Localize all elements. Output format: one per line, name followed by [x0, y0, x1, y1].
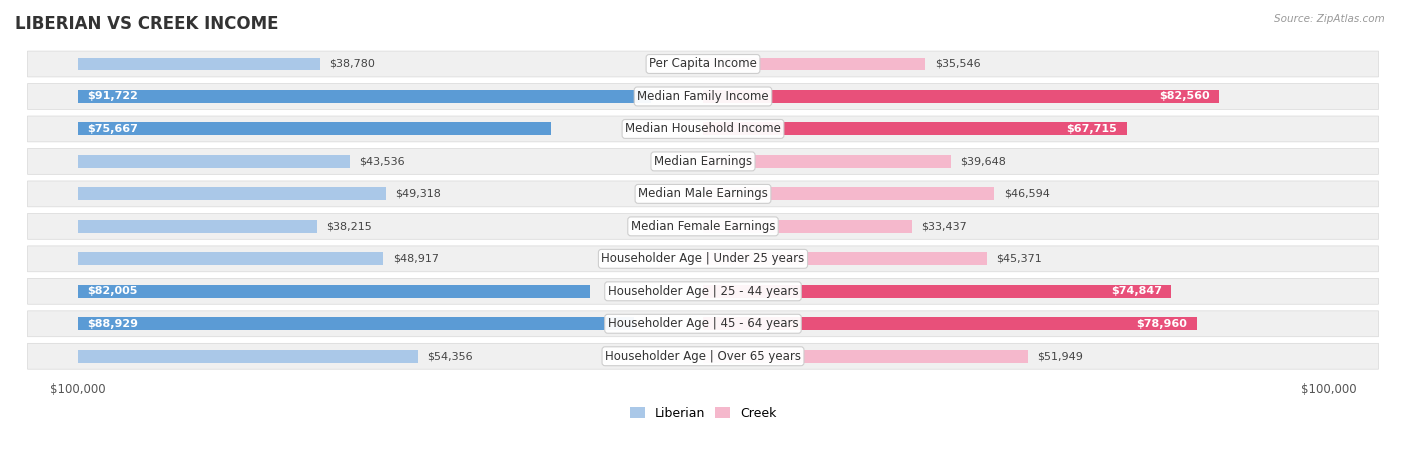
Text: Median Family Income: Median Family Income: [637, 90, 769, 103]
Text: $82,560: $82,560: [1160, 92, 1211, 101]
Bar: [703, 57, 925, 71]
Text: $67,715: $67,715: [1066, 124, 1118, 134]
FancyBboxPatch shape: [28, 278, 1378, 304]
Text: $38,215: $38,215: [326, 221, 371, 231]
Text: Median Household Income: Median Household Income: [626, 122, 780, 135]
Text: Householder Age | 45 - 64 years: Householder Age | 45 - 64 years: [607, 317, 799, 330]
Text: $43,536: $43,536: [359, 156, 405, 166]
Text: $78,960: $78,960: [1136, 319, 1188, 329]
Text: Median Female Earnings: Median Female Earnings: [631, 220, 775, 233]
Text: Median Earnings: Median Earnings: [654, 155, 752, 168]
Text: $91,722: $91,722: [87, 92, 138, 101]
Bar: [703, 350, 1028, 363]
Text: $88,929: $88,929: [87, 319, 138, 329]
Text: Householder Age | 25 - 44 years: Householder Age | 25 - 44 years: [607, 285, 799, 298]
FancyBboxPatch shape: [28, 84, 1378, 109]
FancyBboxPatch shape: [28, 149, 1378, 174]
Text: Per Capita Income: Per Capita Income: [650, 57, 756, 71]
Text: $39,648: $39,648: [960, 156, 1007, 166]
Text: Median Male Earnings: Median Male Earnings: [638, 187, 768, 200]
Bar: [77, 122, 551, 135]
Text: $33,437: $33,437: [921, 221, 967, 231]
Bar: [77, 285, 591, 298]
FancyBboxPatch shape: [28, 246, 1378, 272]
Bar: [703, 317, 1197, 330]
Text: $48,917: $48,917: [392, 254, 439, 264]
Text: LIBERIAN VS CREEK INCOME: LIBERIAN VS CREEK INCOME: [15, 15, 278, 33]
Text: $46,594: $46,594: [1004, 189, 1050, 199]
FancyBboxPatch shape: [28, 213, 1378, 239]
Text: $51,949: $51,949: [1038, 351, 1083, 361]
Text: $54,356: $54,356: [427, 351, 472, 361]
Text: $45,371: $45,371: [997, 254, 1042, 264]
Text: $35,546: $35,546: [935, 59, 980, 69]
Bar: [703, 122, 1126, 135]
Legend: Liberian, Creek: Liberian, Creek: [624, 402, 782, 425]
Text: $74,847: $74,847: [1111, 286, 1161, 296]
Bar: [703, 90, 1219, 103]
Bar: [77, 350, 418, 363]
Bar: [77, 187, 387, 200]
Text: Householder Age | Over 65 years: Householder Age | Over 65 years: [605, 350, 801, 363]
Bar: [77, 252, 384, 265]
Bar: [703, 285, 1171, 298]
Bar: [703, 187, 994, 200]
Text: $75,667: $75,667: [87, 124, 138, 134]
FancyBboxPatch shape: [28, 51, 1378, 77]
Bar: [77, 155, 350, 168]
Text: $38,780: $38,780: [329, 59, 375, 69]
Bar: [77, 220, 316, 233]
FancyBboxPatch shape: [28, 181, 1378, 207]
Bar: [77, 57, 321, 71]
Text: Source: ZipAtlas.com: Source: ZipAtlas.com: [1274, 14, 1385, 24]
Bar: [703, 252, 987, 265]
Text: Householder Age | Under 25 years: Householder Age | Under 25 years: [602, 252, 804, 265]
Text: $49,318: $49,318: [395, 189, 441, 199]
Bar: [703, 155, 950, 168]
FancyBboxPatch shape: [28, 343, 1378, 369]
FancyBboxPatch shape: [28, 116, 1378, 142]
FancyBboxPatch shape: [28, 311, 1378, 337]
Bar: [77, 90, 651, 103]
Bar: [77, 317, 634, 330]
Bar: [703, 220, 912, 233]
Text: $82,005: $82,005: [87, 286, 138, 296]
